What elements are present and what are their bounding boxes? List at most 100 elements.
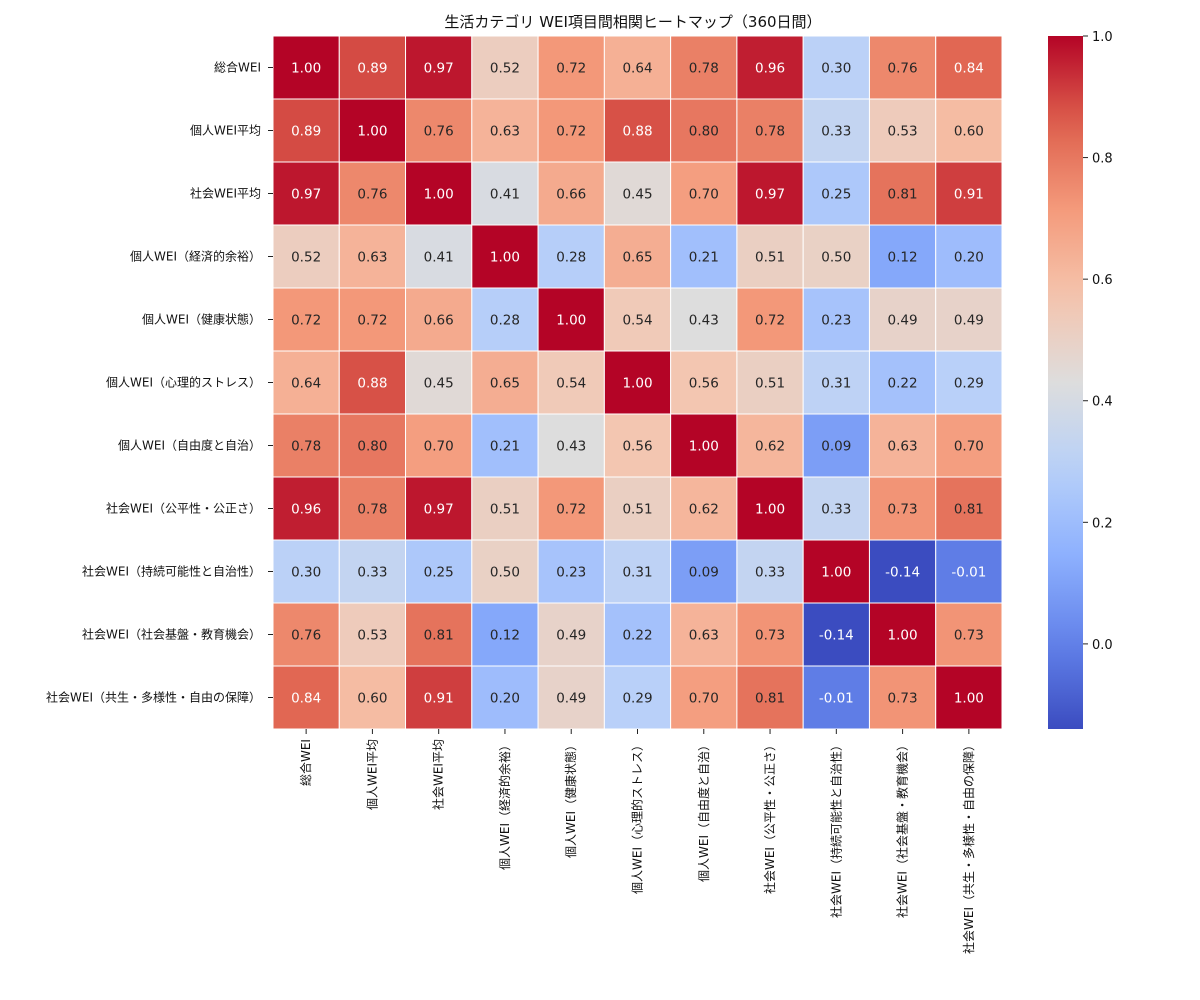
heatmap-cell [537,224,605,289]
heatmap-value-label: 0.20 [954,250,984,266]
heatmap-value-label: 0.49 [556,691,586,707]
heatmap-value-label: 0.80 [357,439,387,455]
heatmap-cell [868,665,937,730]
heatmap-value-label: 0.60 [954,124,984,140]
heatmap-cell [471,602,539,667]
heatmap-value-label: 0.72 [357,313,387,329]
heatmap-value-label: 0.33 [821,502,851,518]
heatmap-cell [405,35,473,100]
chart-title: 生活カテゴリ WEI項目間相関ヒートマップ（360日間） [444,13,821,31]
heatmap-value-label: 0.31 [622,565,652,581]
heatmap-value-label: 0.81 [888,187,918,203]
heatmap-value-label: 0.30 [291,565,321,581]
heatmap-value-labels: 1.00 0.89 0.97 0.52 0.72 0.64 0.78 0.96 0.30 0.76… [291,61,986,707]
heatmap-value-label: 0.23 [821,313,851,329]
heatmap-cell [935,539,1003,604]
colorbar-tick-label: 0.8 [1092,152,1113,167]
heatmap-cell [272,287,340,352]
heatmap-value-label: 0.76 [888,61,918,77]
heatmap-value-label: 0.45 [622,187,652,203]
heatmap-value-label: 0.88 [357,376,387,392]
heatmap-cell [868,413,937,478]
heatmap-cell [471,287,539,352]
heatmap-cell [471,350,539,415]
heatmap-value-label: 0.70 [424,439,454,455]
heatmap-cell [471,476,539,541]
heatmap-value-label: 0.70 [689,187,719,203]
row-label: 社会WEI（共生・多様性・自由の保障） [46,690,261,705]
row-label: 個人WEI（自由度と自治） [118,438,261,453]
heatmap-value-label: 0.50 [490,565,520,581]
heatmap-value-label: 0.60 [357,691,387,707]
heatmap-value-label: 0.64 [291,376,321,392]
heatmap-cell [603,224,672,289]
colorbar-tick-label: 0.2 [1092,516,1113,531]
heatmap-value-label: 0.25 [424,565,454,581]
heatmap-value-label: 0.33 [821,124,851,140]
heatmap-cell [537,602,605,667]
heatmap-value-label: 1.00 [291,61,321,77]
heatmap-value-label: 0.78 [357,502,387,518]
heatmap-value-label: 1.00 [490,250,520,266]
heatmap-value-label: 0.91 [954,187,984,203]
heatmap-value-label: 0.84 [291,691,321,707]
heatmap-cell [471,413,539,478]
heatmap-value-label: 0.96 [755,61,785,77]
heatmap-cell [802,161,870,226]
heatmap-value-label: 0.78 [291,439,321,455]
heatmap-cell [736,539,804,604]
heatmap-value-label: 1.00 [556,313,586,329]
heatmap-cell [405,665,473,730]
heatmap-value-label: 1.00 [821,565,851,581]
colorbar-tick-label: 0.4 [1092,395,1113,410]
heatmap-cell [935,602,1003,667]
column-labels: 総合WEI 個人WEI平均 社会WEI平均 個人WEI（経済的余裕） 個人WEI（健康状… [298,729,976,954]
heatmap-cell [272,350,340,415]
heatmap-value-label: 0.84 [954,61,984,77]
heatmap-cell [272,476,340,541]
row-label: 社会WEI（社会基盤・教育機会） [82,627,261,642]
heatmap-value-label: 0.72 [291,313,321,329]
column-label: 個人WEI（自由度と自治） [696,739,711,882]
heatmap-value-label: 1.00 [689,439,719,455]
column-label: 社会WEI平均 [431,739,446,810]
heatmap-cell [670,539,738,604]
heatmap-value-label: 0.81 [424,628,454,644]
heatmap-value-label: 1.00 [954,691,984,707]
heatmap-value-label: 0.72 [556,61,586,77]
heatmap-value-label: 0.89 [357,61,387,77]
heatmap-cell [736,602,804,667]
heatmap-cell [802,413,870,478]
colorbar-tick-label: 1.0 [1092,30,1113,45]
heatmap-cell [405,224,473,289]
heatmap-cell [736,35,804,100]
heatmap-value-label: 0.33 [755,565,785,581]
heatmap-cell [405,287,473,352]
heatmap-value-label: 0.28 [556,250,586,266]
heatmap-value-label: 0.89 [291,124,321,140]
heatmap-value-label: 0.62 [755,439,785,455]
heatmap-value-label: 0.28 [490,313,520,329]
heatmap-cell [802,350,870,415]
heatmap-value-label: 0.12 [490,628,520,644]
row-label: 社会WEI（公平性・公正さ） [106,501,261,516]
heatmap-cell [670,413,738,478]
heatmap-cell [802,665,870,730]
heatmap-cell [935,161,1003,226]
heatmap-cell [868,539,937,604]
heatmap-value-label: 0.91 [424,691,454,707]
heatmap-value-label: 0.97 [755,187,785,203]
row-label: 総合WEI [214,60,261,75]
heatmap-cell [935,35,1003,100]
heatmap-cell [338,476,407,541]
heatmap-cell [868,287,937,352]
heatmap-value-label: 0.49 [556,628,586,644]
heatmap-cell [405,413,473,478]
heatmap-value-label: 0.97 [291,187,321,203]
row-label: 個人WEI（経済的余裕） [130,249,261,264]
heatmap-cell [338,287,407,352]
heatmap-cell [736,476,804,541]
heatmap-value-label: 1.00 [424,187,454,203]
